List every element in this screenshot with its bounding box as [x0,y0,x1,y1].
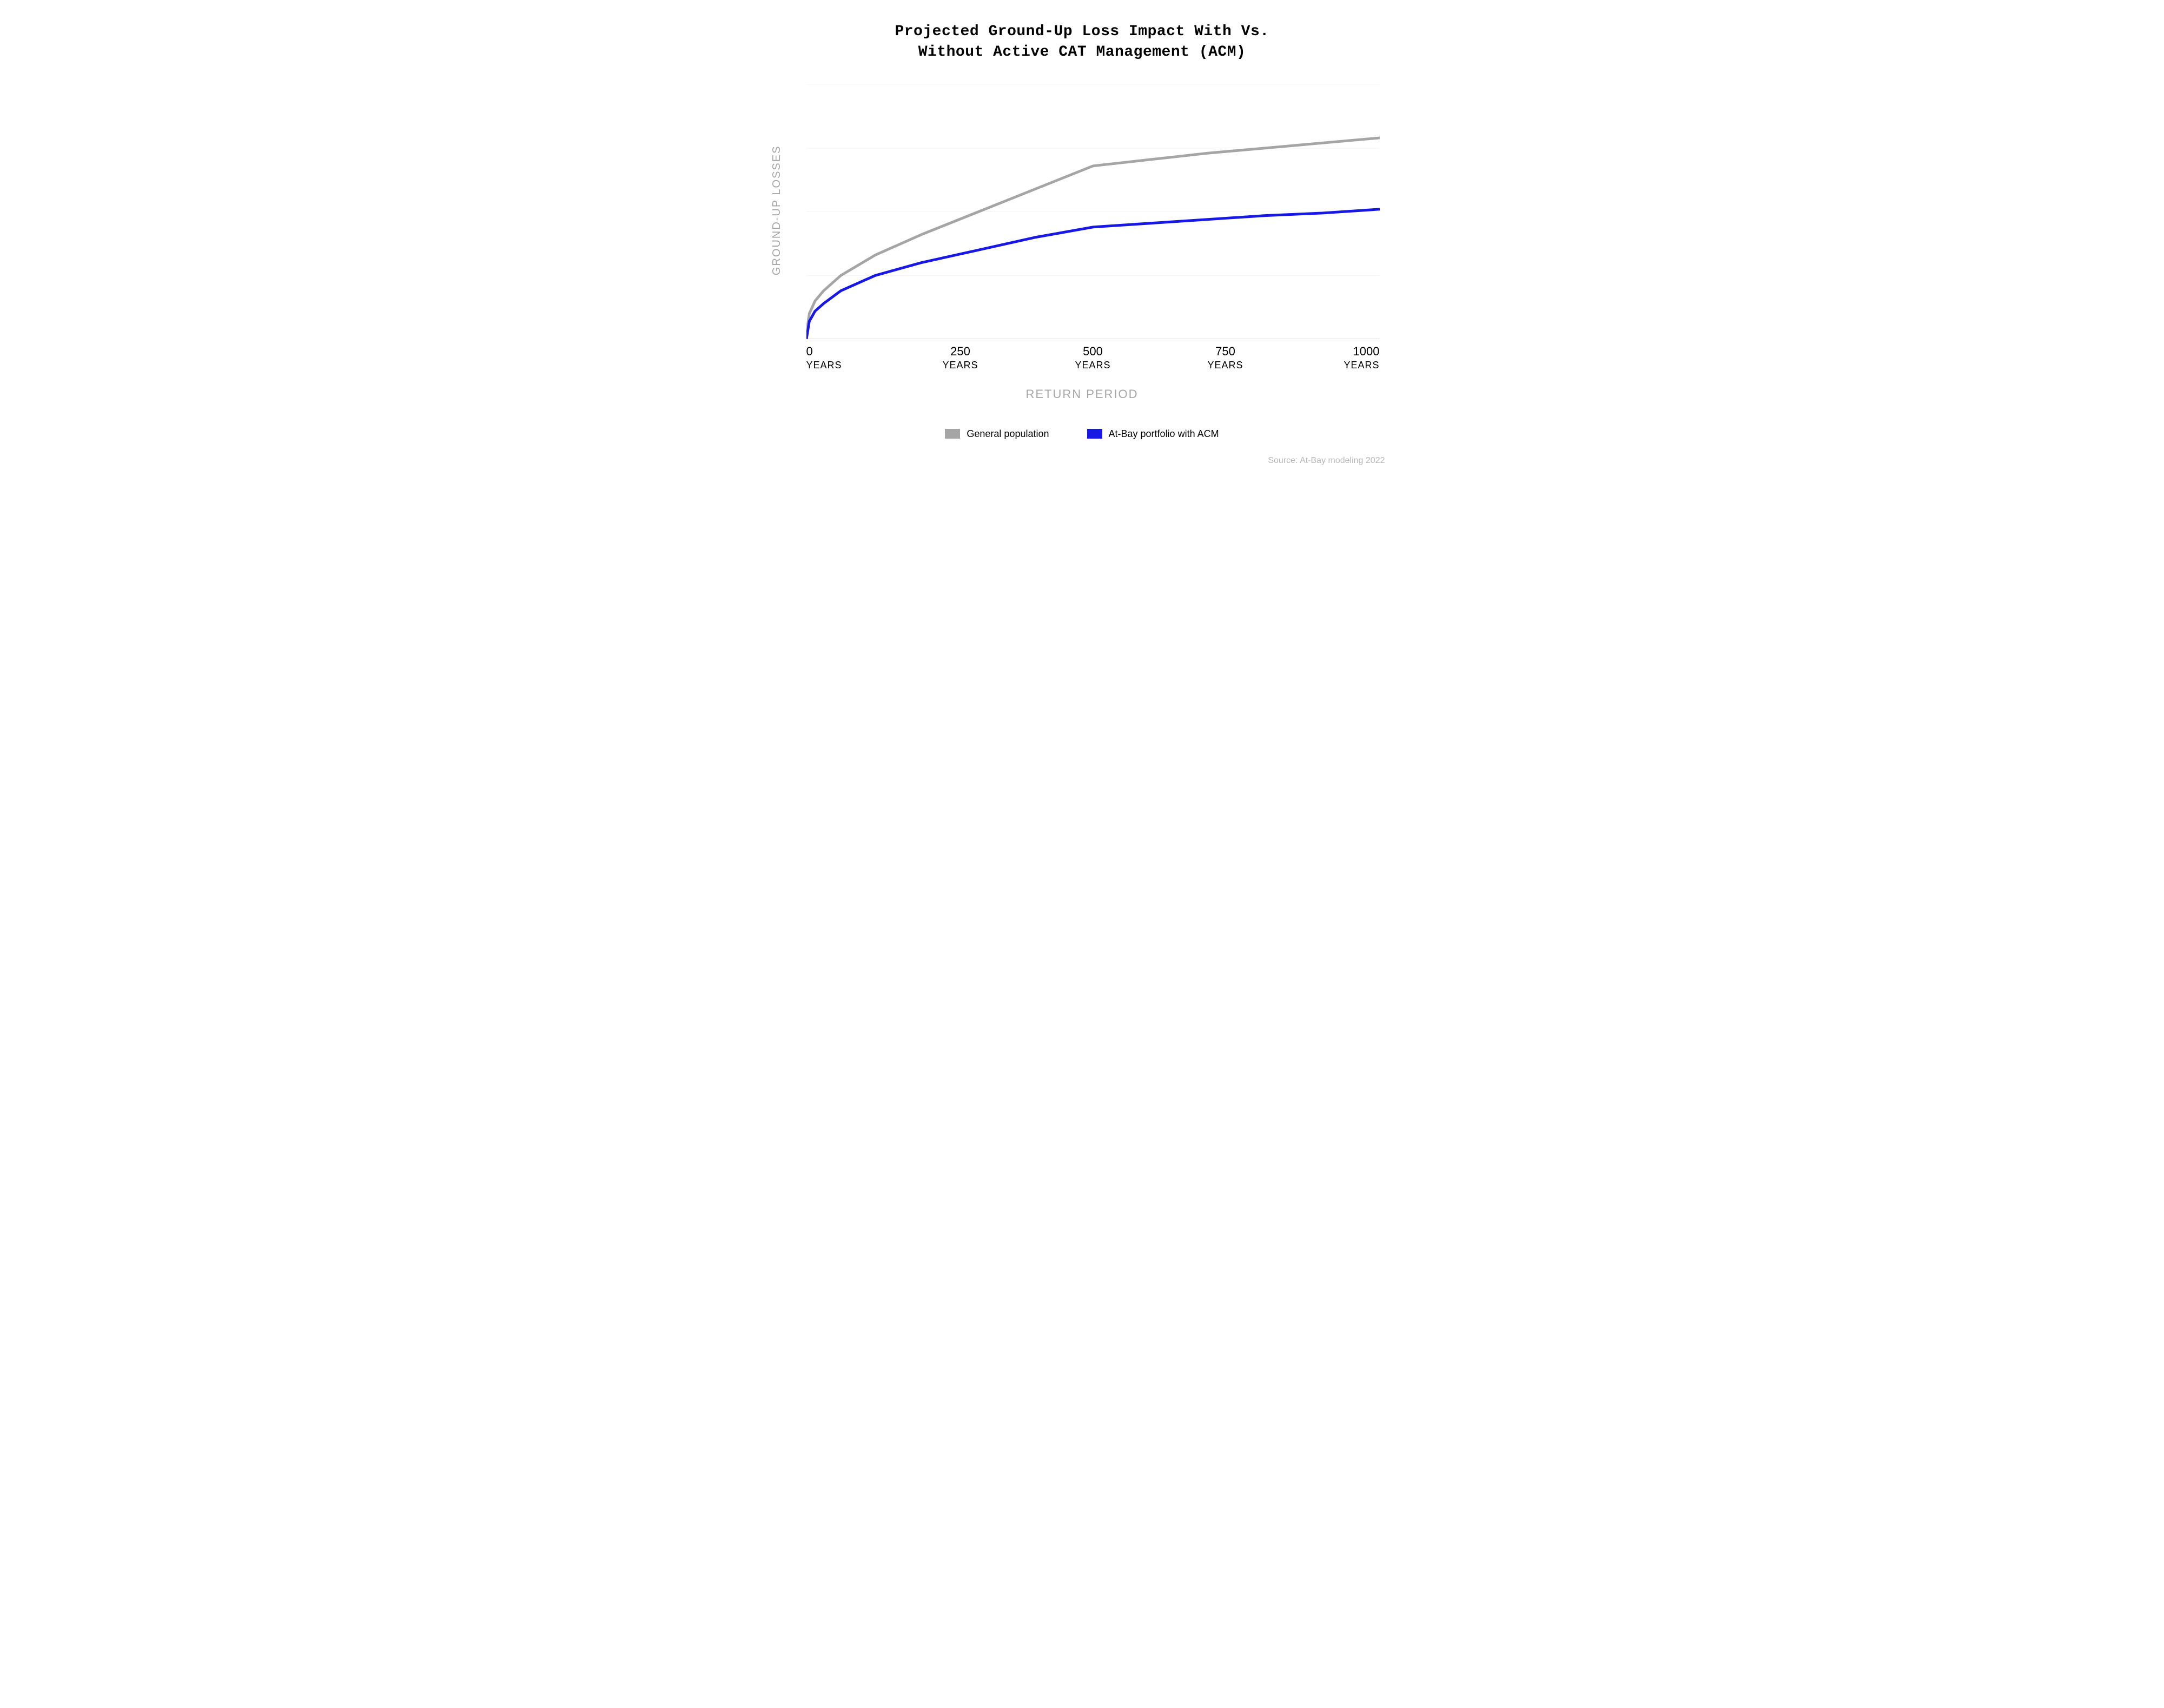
legend-swatch [945,429,960,439]
x-tick-unit: YEARS [1075,360,1110,371]
series-line-1 [806,209,1380,339]
x-tick-number: 0 [806,345,813,359]
x-tick: 1000YEARS [1336,345,1380,371]
chart-container: Projected Ground-Up Loss Impact With Vs.… [758,0,1407,482]
x-axis-ticks: 0YEARS250YEARS500YEARS750YEARS1000YEARS [806,345,1380,371]
legend: General population At-Bay portfolio with … [774,428,1391,440]
x-tick: 0YEARS [806,345,850,371]
chart-title-line1: Projected Ground-Up Loss Impact With Vs. [774,22,1391,42]
chart-title: Projected Ground-Up Loss Impact With Vs.… [774,22,1391,63]
x-tick-number: 750 [1215,345,1235,359]
x-tick-unit: YEARS [1344,360,1379,371]
chart-wrap: GROUND-UP LOSSES 0YEARS250YEARS500YEARS7… [774,84,1391,401]
plot-area [806,84,1380,339]
x-tick-unit: YEARS [1207,360,1243,371]
legend-item: General population [945,428,1049,440]
x-tick-unit: YEARS [806,360,842,371]
x-tick: 250YEARS [939,345,982,371]
legend-swatch [1087,429,1102,439]
legend-item: At-Bay portfolio with ACM [1087,428,1219,440]
legend-label: At-Bay portfolio with ACM [1109,428,1219,440]
legend-label: General population [967,428,1049,440]
y-axis-label: GROUND-UP LOSSES [771,84,783,336]
line-chart-svg [806,84,1380,339]
source-attribution: Source: At-Bay modeling 2022 [774,456,1391,466]
x-axis-label: RETURN PERIOD [774,387,1391,401]
x-tick-number: 1000 [1353,345,1380,359]
chart-title-line2: Without Active CAT Management (ACM) [774,42,1391,63]
x-tick-number: 250 [950,345,970,359]
x-tick: 500YEARS [1071,345,1115,371]
x-tick-unit: YEARS [942,360,978,371]
x-tick: 750YEARS [1204,345,1247,371]
x-tick-number: 500 [1083,345,1103,359]
series-line-0 [806,138,1380,334]
